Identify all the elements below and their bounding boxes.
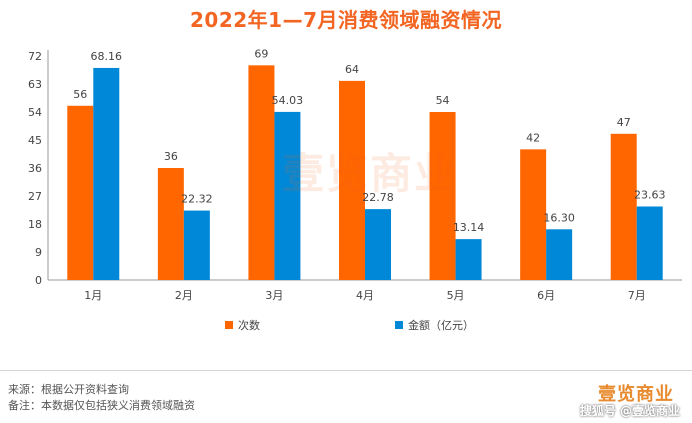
bar-amount — [93, 67, 120, 281]
data-label: 22.32 — [181, 193, 213, 206]
x-tick-label: 7月 — [628, 289, 646, 302]
source-note: 来源：根据公开资料查询 — [8, 383, 129, 396]
data-label: 42 — [526, 131, 540, 144]
y-tick-label: 18 — [28, 218, 42, 231]
y-tick-label: 72 — [28, 50, 42, 63]
x-tick-label: 4月 — [356, 289, 374, 302]
legend-label: 金额（亿元） — [408, 318, 474, 332]
bar-count — [248, 65, 275, 280]
y-tick-label: 45 — [28, 134, 42, 147]
bar-count — [520, 149, 547, 280]
legend-label: 次数 — [238, 318, 260, 332]
y-tick-label: 63 — [28, 78, 42, 91]
bar-count — [67, 105, 94, 281]
data-label: 69 — [254, 47, 268, 60]
data-label: 64 — [345, 63, 359, 76]
legend-swatch — [395, 321, 403, 329]
data-label: 16.30 — [543, 211, 575, 224]
x-tick-label: 6月 — [537, 289, 555, 302]
bar-amount — [274, 111, 301, 280]
bar-amount — [636, 206, 663, 280]
data-label: 54.03 — [272, 94, 304, 107]
data-label: 54 — [436, 94, 450, 107]
y-tick-label: 54 — [28, 106, 42, 119]
bar-count — [157, 168, 184, 280]
y-tick-label: 9 — [35, 246, 42, 259]
data-label: 36 — [164, 150, 178, 163]
bar-count — [610, 133, 637, 280]
data-label: 47 — [617, 116, 631, 129]
bar-chart: 0 9 18 27 36 45 54 63 72 1月 56 68.16 2月 36 22.32 3月 69 54… — [28, 47, 682, 332]
bar-amount — [455, 239, 482, 280]
bar-count — [429, 112, 456, 280]
bar-amount — [546, 229, 573, 280]
bar-amount — [183, 210, 210, 280]
legend-swatch — [225, 321, 233, 329]
chart-title: 2022年1—7月消费领域融资情况 — [190, 8, 502, 32]
bar-count — [339, 80, 365, 280]
data-label: 68.16 — [91, 50, 123, 63]
x-tick-label: 1月 — [84, 289, 102, 302]
watermark: 壹览商业 — [282, 149, 459, 198]
x-tick-label: 2月 — [175, 289, 193, 302]
data-label: 22.78 — [362, 191, 394, 204]
footer-divider — [0, 370, 692, 371]
bar-amount — [365, 209, 391, 280]
y-tick-label: 27 — [28, 190, 42, 203]
brand-logo: 壹览商业 — [598, 384, 674, 405]
data-label: 23.63 — [634, 188, 666, 201]
y-tick-label: 0 — [35, 274, 42, 287]
data-label: 56 — [73, 88, 87, 101]
x-tick-label: 5月 — [447, 289, 465, 302]
platform-watermark: 搜狐号 @壹览商业 — [579, 404, 680, 418]
y-tick-label: 36 — [28, 162, 42, 175]
remark-note: 备注：本数据仅包括狭义消费领域融资 — [8, 399, 195, 412]
x-tick-label: 3月 — [265, 289, 283, 302]
data-label: 13.14 — [453, 221, 485, 234]
